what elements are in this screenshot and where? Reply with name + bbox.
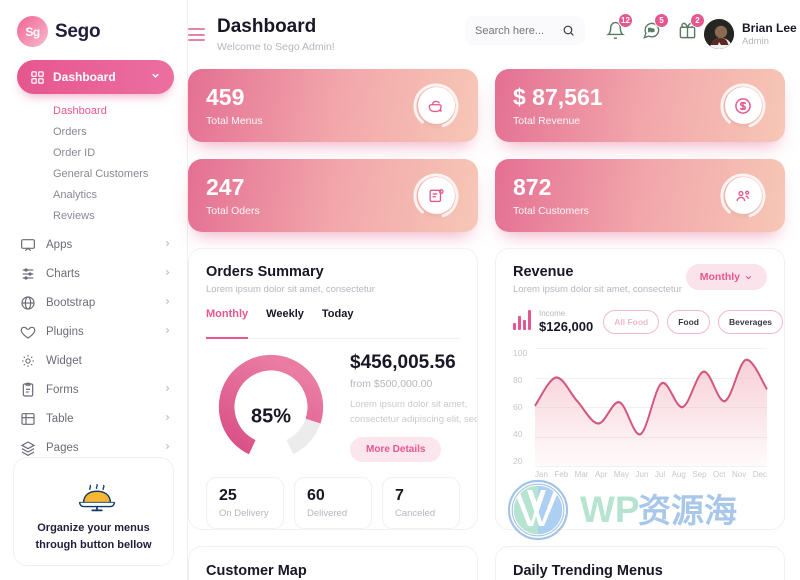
svg-text:Rs: Rs (648, 27, 654, 33)
